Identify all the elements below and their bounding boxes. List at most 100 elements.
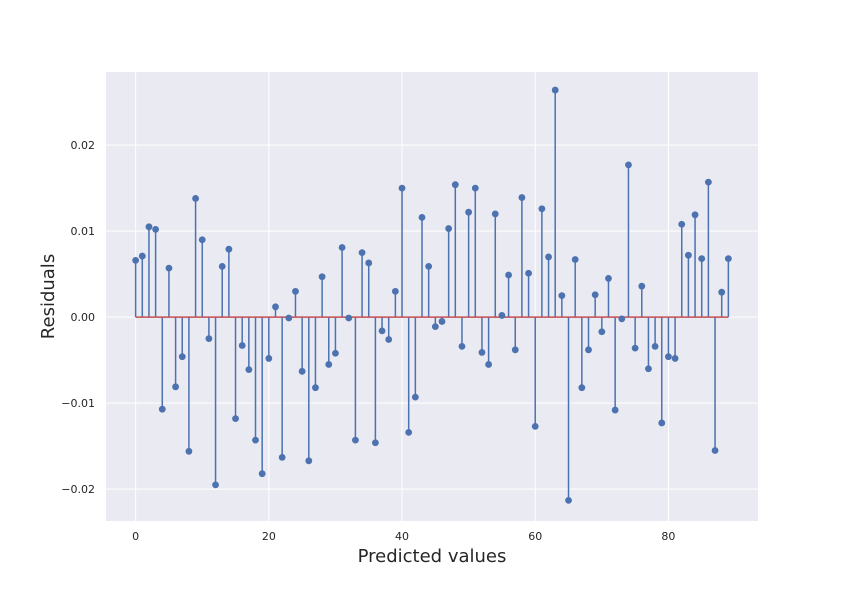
stem-marker [332, 349, 339, 357]
y-tick-label: 0.00 [71, 311, 96, 324]
stem-marker [645, 365, 652, 373]
stem-marker [718, 288, 726, 296]
stem-marker [285, 314, 293, 322]
stem-marker [145, 223, 153, 231]
stem-marker [724, 255, 732, 263]
stem-marker [551, 86, 559, 94]
stem-marker [471, 184, 479, 192]
stem-marker [345, 314, 353, 322]
stem-marker [172, 383, 179, 391]
stem-marker [431, 323, 439, 331]
stem-marker [478, 349, 486, 356]
stem-marker [185, 447, 193, 455]
stem-marker [638, 282, 646, 290]
stem-marker [585, 346, 592, 354]
stem-marker [365, 259, 373, 267]
stem-marker [158, 405, 166, 413]
stem-marker [505, 271, 512, 279]
stem-marker [265, 355, 273, 362]
stem-marker [511, 346, 519, 354]
stem-marker [405, 429, 413, 436]
stem-marker [305, 457, 313, 465]
stem-marker [358, 249, 366, 257]
y-tick-labels: −0.02 −0.01 0.00 0.01 0.02 [61, 139, 95, 496]
x-tick-label: 80 [661, 530, 675, 543]
stem-marker [238, 342, 246, 349]
stem-marker [278, 453, 286, 461]
stem-marker [205, 335, 213, 343]
stem-marker [198, 236, 206, 244]
stem-marker [165, 264, 173, 272]
stem-marker [338, 244, 346, 251]
stem-marker [378, 327, 386, 335]
stem-marker [578, 384, 586, 392]
x-tick-label: 40 [395, 530, 409, 543]
stem-marker [272, 303, 279, 311]
stem-marker [152, 226, 160, 233]
stem-marker [611, 406, 619, 414]
stem-marker [292, 287, 299, 295]
stem-marker [418, 213, 426, 221]
stem-marker [651, 342, 659, 350]
stem-marker [458, 342, 466, 350]
stem-marker [565, 496, 572, 504]
stem-marker [498, 312, 506, 319]
stem-lines [134, 90, 730, 501]
stem-marker [192, 195, 199, 202]
stem-marker [298, 367, 306, 375]
stem-marker [625, 161, 632, 169]
stem-marker [385, 336, 393, 343]
stem-marker [691, 211, 699, 219]
stem-marker [391, 287, 399, 295]
stem-marker [212, 481, 219, 489]
stem-marker [312, 384, 319, 392]
stem-marker [591, 291, 599, 299]
y-tick-label: −0.01 [61, 397, 95, 410]
stem-marker [225, 245, 233, 253]
stem-marker [545, 253, 552, 261]
stem-marker [491, 210, 499, 218]
stem-marker [698, 255, 706, 263]
x-tick-label: 60 [528, 530, 542, 543]
stem-marker [704, 178, 712, 186]
stem-marker [711, 447, 719, 454]
stem-marker [258, 470, 266, 478]
stem-marker [451, 181, 459, 189]
stem-marker [598, 328, 606, 336]
grid-lines [106, 72, 758, 521]
stem-marker [398, 184, 406, 192]
stem-marker [178, 353, 186, 361]
stem-marker [371, 439, 379, 447]
x-tick-labels: 0 20 40 60 80 [132, 530, 675, 543]
stem-marker [352, 436, 359, 444]
stem-marker [658, 419, 666, 427]
stem-marker [325, 361, 333, 368]
stem-marker [665, 353, 672, 361]
stem-marker [411, 393, 419, 401]
stem-marker [571, 256, 579, 263]
stem-markers [132, 86, 732, 504]
y-axis-label: Residuals [38, 254, 59, 339]
stem-marker [558, 292, 566, 300]
plot-area [106, 72, 758, 521]
stem-marker [605, 275, 612, 282]
stem-marker [485, 361, 493, 368]
stem-marker [132, 256, 140, 264]
y-tick-label: 0.02 [71, 139, 96, 152]
stem-marker [245, 366, 253, 374]
stem-marker [538, 205, 546, 213]
x-axis-label: Predicted values [358, 546, 507, 567]
stem-marker [318, 273, 326, 281]
stem-marker [631, 344, 639, 352]
stem-marker [438, 318, 446, 325]
stem-marker [671, 355, 679, 362]
stem-marker [232, 415, 239, 423]
x-tick-label: 20 [262, 530, 276, 543]
x-tick-label: 0 [132, 530, 139, 543]
stem-marker [685, 251, 692, 259]
stem-marker [445, 225, 453, 232]
stem-marker [425, 262, 433, 270]
stem-marker [252, 436, 259, 444]
stem-marker [525, 269, 532, 277]
